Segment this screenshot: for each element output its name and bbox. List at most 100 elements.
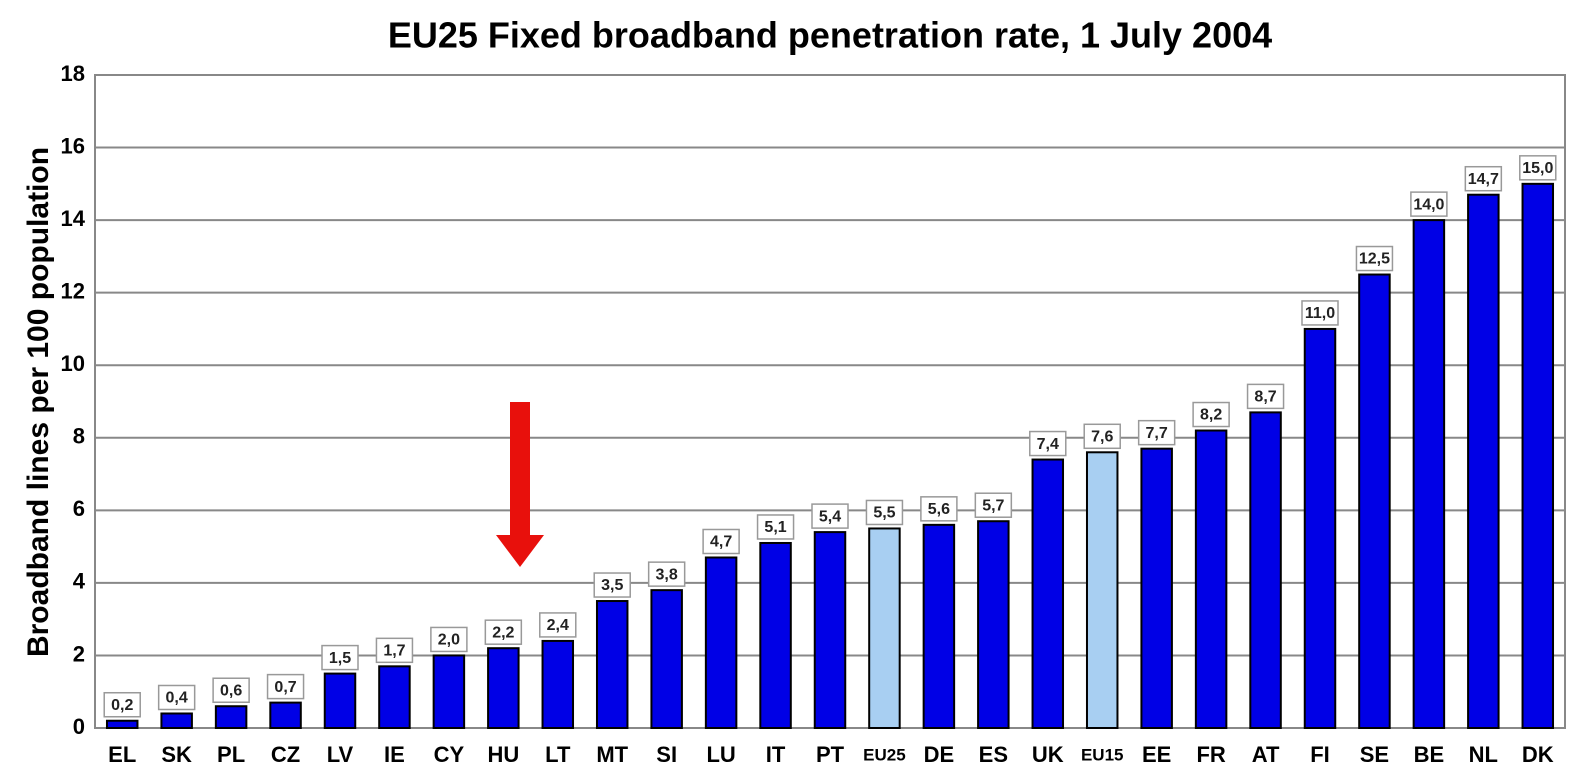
value-label-box — [1246, 383, 1285, 410]
value-label-box — [865, 499, 904, 526]
y-tick-label: 8 — [73, 424, 85, 449]
bar — [1085, 451, 1119, 729]
bar — [214, 705, 248, 730]
value-label: 0,2 — [111, 697, 133, 714]
y-tick-label: 14 — [61, 206, 86, 231]
value-label-box — [811, 503, 849, 529]
value-label-box — [266, 673, 305, 700]
value-label: 15,0 — [1522, 160, 1553, 177]
bar — [650, 589, 683, 730]
value-label: 8,7 — [1254, 389, 1276, 406]
bar — [922, 523, 956, 729]
value-label: 0,4 — [166, 690, 188, 707]
value-label: 4,7 — [710, 534, 732, 551]
bar — [269, 701, 302, 729]
y-tick-label: 4 — [73, 569, 86, 594]
value-label-box — [647, 561, 686, 587]
y-tick-label: 18 — [61, 61, 85, 86]
bar — [813, 531, 847, 729]
x-tick-label: FI — [1310, 742, 1330, 767]
x-tick-label: IE — [384, 742, 405, 767]
value-label-box — [539, 612, 577, 638]
x-tick-label: EL — [108, 742, 136, 767]
y-tick-label: 16 — [61, 133, 85, 158]
bar — [1031, 458, 1065, 729]
value-label: 5,7 — [982, 497, 1004, 514]
x-tick-label: FR — [1196, 742, 1225, 767]
value-label: 8,2 — [1200, 407, 1222, 424]
bar — [1249, 411, 1282, 729]
bar — [105, 719, 139, 730]
x-tick-label: EU15 — [1081, 745, 1124, 764]
chart-title: EU25 Fixed broadband penetration rate, 1… — [388, 15, 1272, 56]
bar — [432, 654, 466, 730]
value-label-box — [484, 619, 523, 645]
x-tick-label: LU — [706, 742, 735, 767]
bar — [323, 672, 357, 729]
value-label: 5,6 — [928, 501, 950, 518]
y-tick-label: 10 — [61, 351, 85, 376]
value-label-box — [1410, 191, 1448, 217]
x-tick-label: SE — [1360, 742, 1389, 767]
bar — [378, 665, 411, 729]
value-label-box — [1301, 300, 1339, 326]
bar — [977, 520, 1010, 730]
value-label: 14,0 — [1413, 196, 1444, 213]
value-label: 5,4 — [819, 508, 841, 525]
bar — [160, 712, 193, 730]
x-tick-label: NL — [1469, 742, 1498, 767]
x-tick-label: ES — [979, 742, 1008, 767]
bar — [704, 556, 738, 729]
value-label: 7,4 — [1037, 436, 1059, 453]
value-label: 0,6 — [220, 682, 242, 699]
x-tick-label: BE — [1414, 742, 1445, 767]
value-label: 3,8 — [656, 566, 678, 583]
y-axis-label: Broadband lines per 100 population — [22, 147, 55, 657]
bar — [1140, 447, 1173, 729]
x-tick-label: DE — [924, 742, 955, 767]
value-label-box — [920, 496, 958, 522]
value-label: 7,6 — [1091, 429, 1113, 446]
bar — [1358, 273, 1391, 729]
value-label-box — [593, 572, 631, 598]
x-tick-label: MT — [596, 742, 628, 767]
value-label-box — [1029, 430, 1067, 457]
value-label: 5,1 — [764, 519, 786, 536]
x-tick-label: LV — [327, 742, 354, 767]
x-tick-label: CZ — [271, 742, 300, 767]
x-tick-label: SI — [656, 742, 677, 767]
x-tick-label: EU25 — [863, 745, 906, 764]
value-label: 1,7 — [383, 643, 405, 660]
value-label: 12,5 — [1359, 251, 1390, 268]
x-tick-label: IT — [766, 742, 786, 767]
x-tick-label: PT — [816, 742, 845, 767]
value-label: 2,4 — [547, 617, 569, 634]
value-label-box — [321, 644, 359, 671]
x-tick-label: AT — [1252, 742, 1280, 767]
value-label-box — [1464, 165, 1503, 192]
value-label-box — [1083, 423, 1121, 450]
x-tick-label: LT — [545, 742, 571, 767]
y-tick-label: 2 — [73, 641, 85, 666]
value-label: 3,5 — [601, 577, 623, 594]
bar — [595, 600, 629, 729]
value-label-box — [375, 637, 414, 664]
value-label-box — [103, 691, 141, 718]
bar — [1521, 182, 1555, 730]
value-label: 14,7 — [1468, 171, 1499, 188]
x-tick-label: UK — [1032, 742, 1064, 767]
value-label: 11,0 — [1305, 305, 1335, 322]
value-label-box — [756, 514, 795, 540]
marks: 0 2 4 6 8 10 12 14 16 18 EL 0,2 SK 0,4 PL 0,6 CZ 0,7 LV 1,5… — [61, 61, 1565, 767]
value-label-box — [1355, 245, 1394, 272]
value-label-box — [430, 626, 468, 653]
value-label-box — [974, 492, 1013, 518]
y-tick-label: 6 — [73, 496, 85, 521]
value-label: 5,5 — [873, 505, 895, 522]
value-label-box — [1192, 401, 1230, 428]
value-label-box — [1519, 155, 1557, 181]
value-label-box — [212, 677, 250, 703]
bar — [541, 639, 575, 730]
bar — [1303, 327, 1337, 729]
